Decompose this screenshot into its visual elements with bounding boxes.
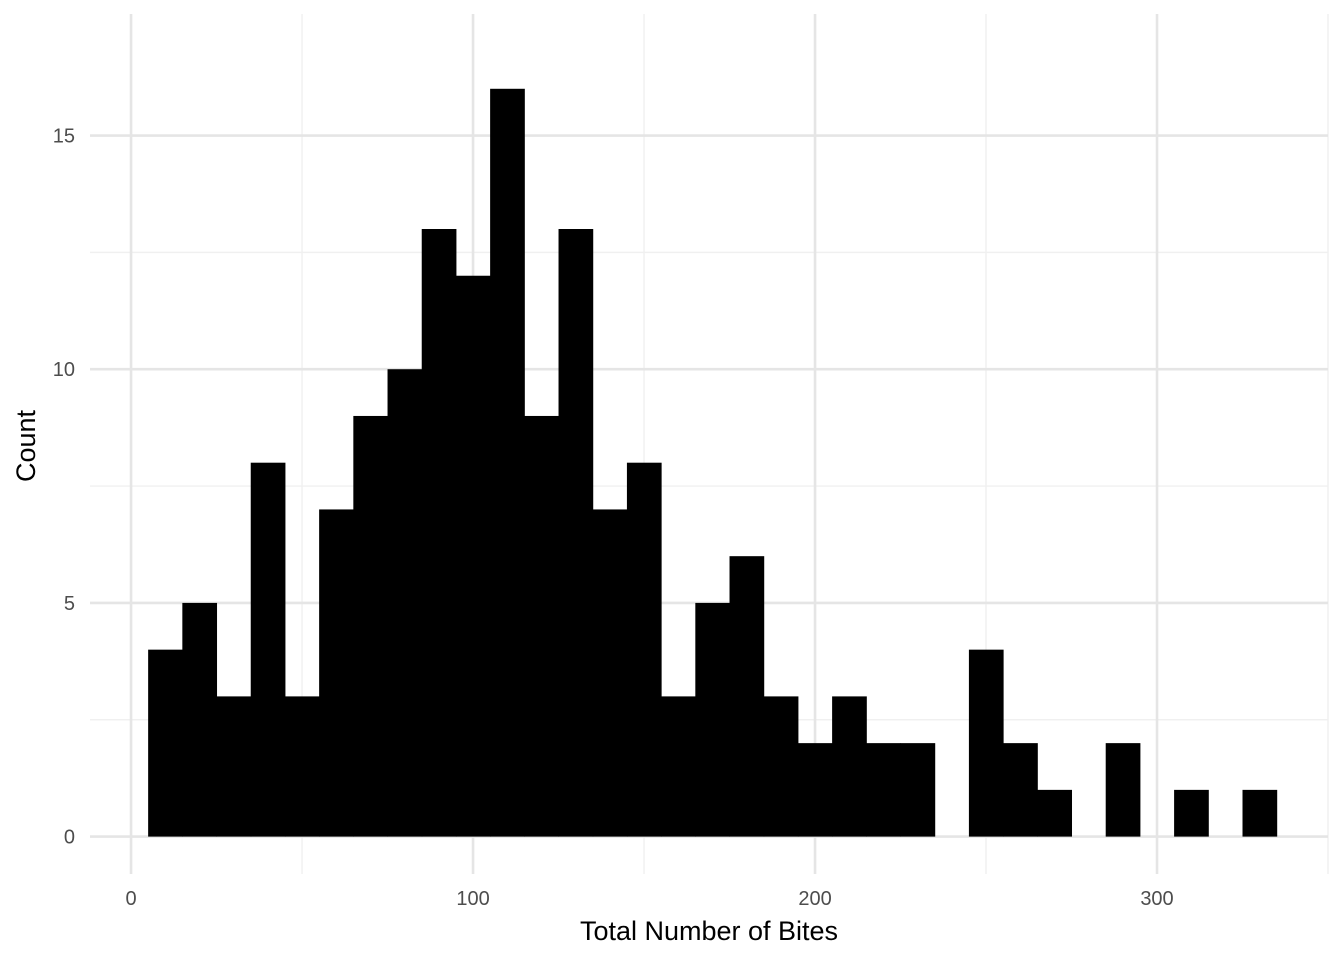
histogram-bar <box>900 743 936 837</box>
histogram-bar <box>524 415 560 837</box>
histogram-bar <box>216 696 252 837</box>
histogram-bar <box>353 415 389 837</box>
histogram-bar <box>558 229 594 837</box>
y-tick-label: 5 <box>64 593 75 615</box>
histogram-bar <box>626 462 662 837</box>
histogram-bar <box>695 602 731 837</box>
histogram-bar <box>455 275 491 837</box>
histogram-bar <box>797 743 833 837</box>
histogram-bar <box>592 509 628 837</box>
histogram-bar <box>319 509 354 837</box>
histogram-bar <box>763 696 799 837</box>
histogram-bar <box>968 649 1004 837</box>
x-axis-tick-labels: 0 100 200 300 <box>125 888 1173 910</box>
histogram-bar <box>1037 789 1073 837</box>
histogram-bar <box>387 369 423 837</box>
histogram-bar <box>490 88 525 837</box>
x-tick-label: 0 <box>125 888 136 910</box>
histogram-bar <box>866 743 902 837</box>
histogram-bar <box>1174 789 1209 837</box>
histogram-bar <box>1242 789 1278 837</box>
histogram-bar <box>661 696 696 837</box>
x-tick-label: 100 <box>456 888 489 910</box>
x-tick-label: 300 <box>1140 888 1173 910</box>
histogram-bar <box>250 462 286 837</box>
y-axis-tick-labels: 0 5 10 15 <box>53 126 75 849</box>
histogram-bar <box>182 602 218 837</box>
y-tick-label: 10 <box>53 359 75 381</box>
y-tick-label: 0 <box>64 827 75 849</box>
histogram-bar <box>729 556 765 837</box>
histogram-bar <box>1003 743 1038 837</box>
x-axis-title: Total Number of Bites <box>580 916 838 946</box>
histogram-bar <box>148 649 183 837</box>
histogram-bar <box>421 229 457 837</box>
y-axis-title: Count <box>11 409 41 482</box>
histogram-bar <box>832 696 867 837</box>
histogram-bar <box>284 696 320 837</box>
histogram-bars <box>148 88 1278 837</box>
histogram-bar <box>1105 743 1141 837</box>
x-tick-label: 200 <box>798 888 831 910</box>
y-tick-label: 15 <box>53 126 75 148</box>
